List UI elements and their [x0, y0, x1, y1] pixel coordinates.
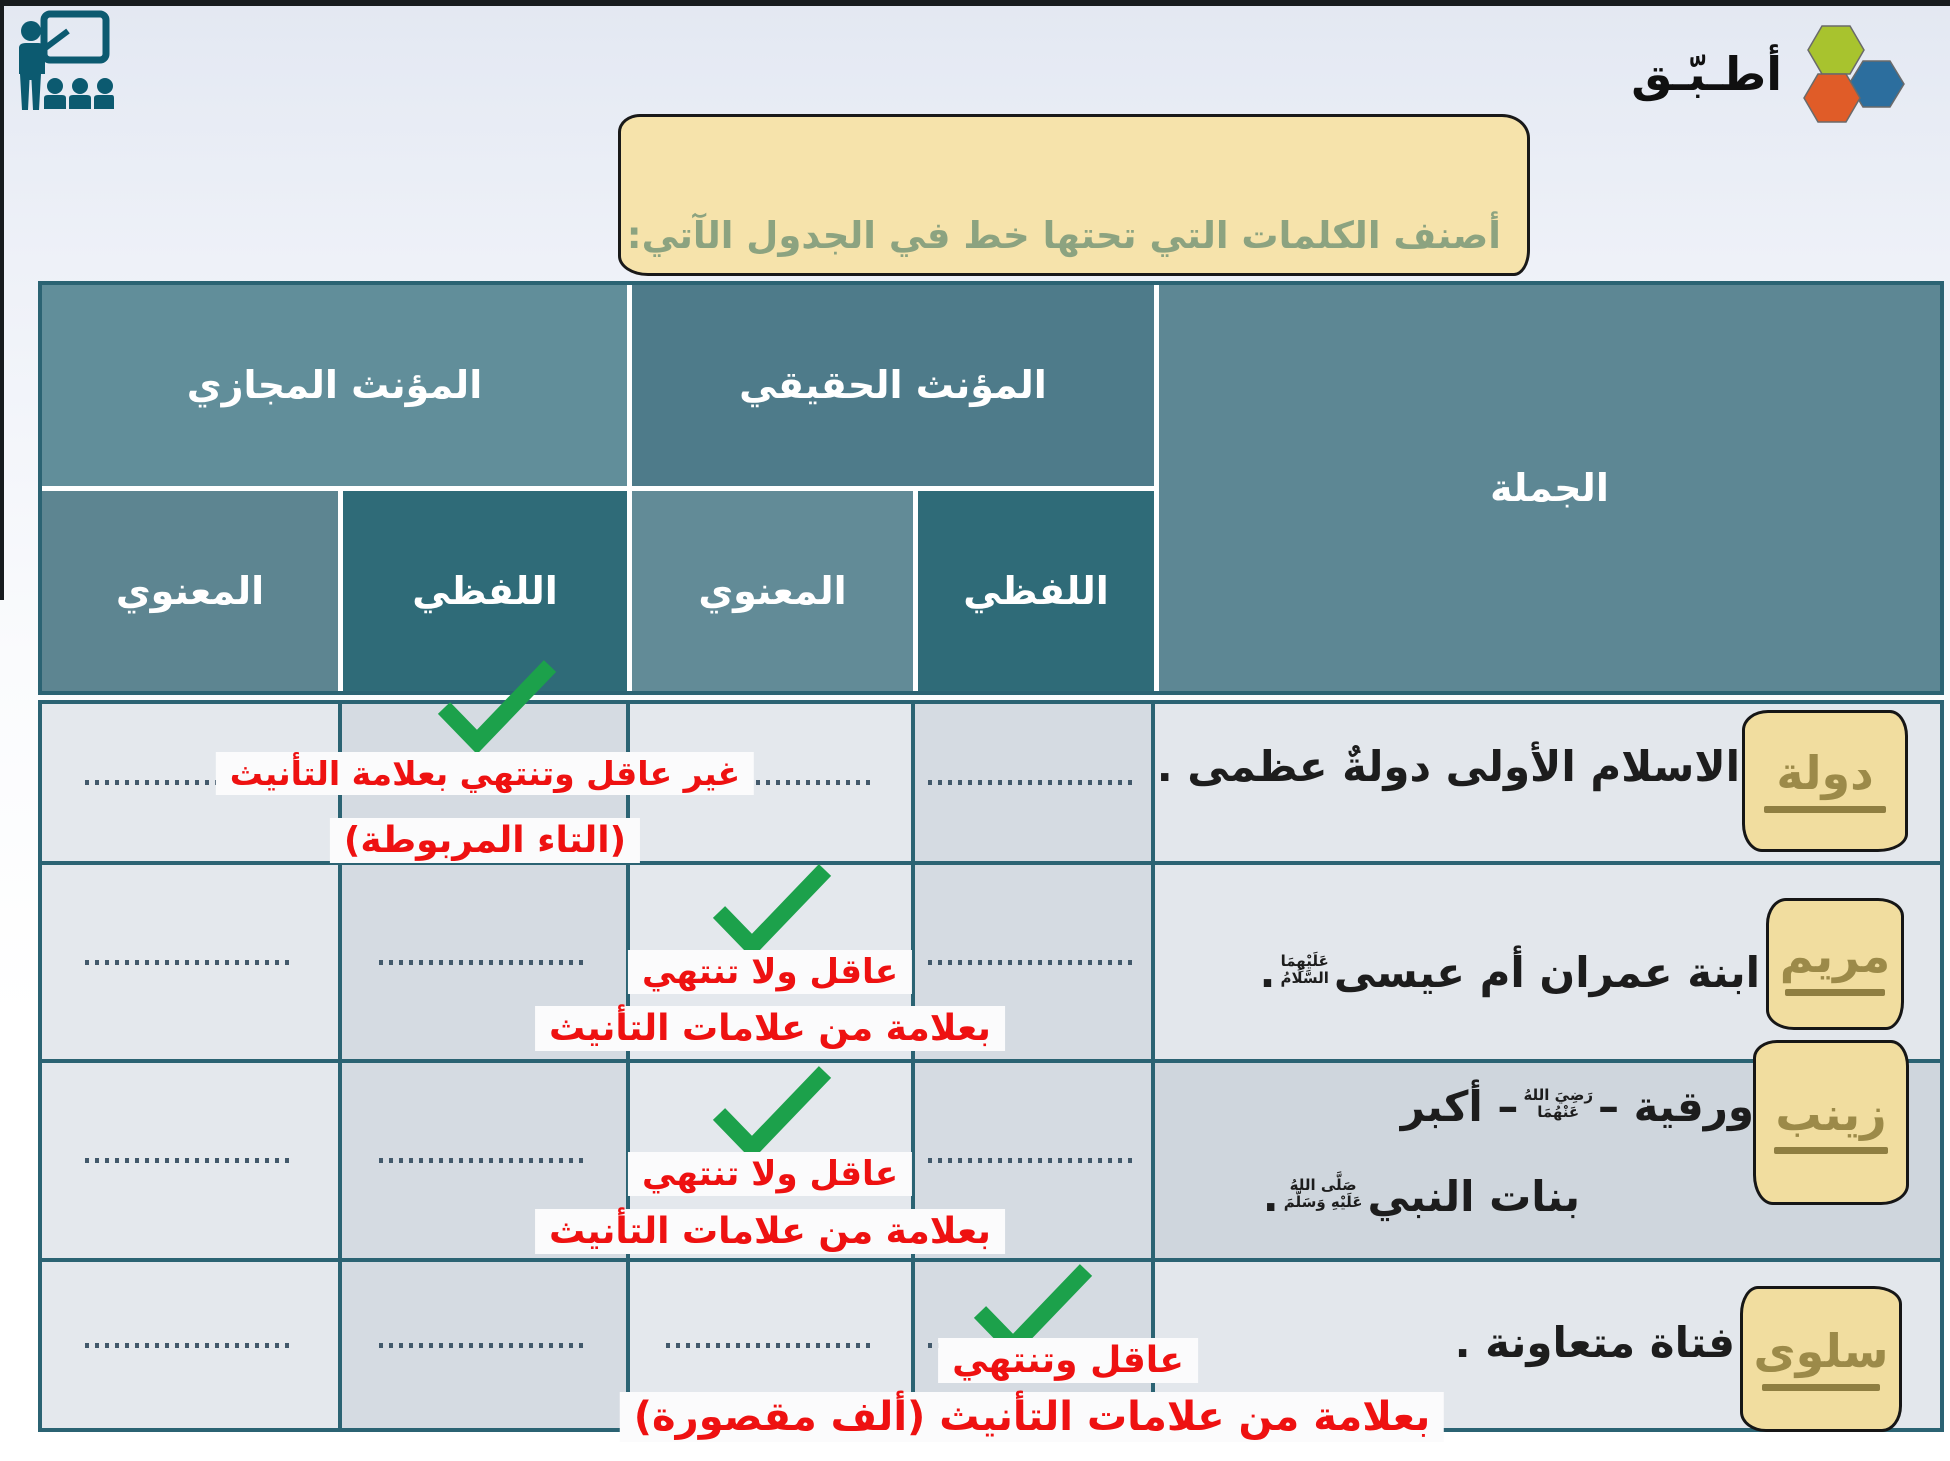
sentence-text: فتاة متعاونة . [1454, 1318, 1735, 1367]
underline-mark [1764, 805, 1886, 813]
teacher-presentation-icon [19, 10, 114, 110]
underlined-word: سلوى [1753, 1323, 1889, 1378]
checkmark-row2-icon [712, 864, 832, 957]
checkmark-row3-icon [712, 1066, 832, 1159]
instruction-text: أصنف الكلمات التي تحتها خط في الجدول الآ… [626, 214, 1501, 257]
hexagon-cluster-icon [1803, 25, 1905, 123]
annotation-row3-line1: عاقل ولا تنتهي [627, 1152, 913, 1196]
answer-dots [928, 959, 1138, 965]
answer-dots [665, 780, 876, 785]
apply-badge: أطـبّـق [1631, 20, 1908, 128]
annotation-row4-line2: بعلامة من علامات التأنيث (ألف مقصورة) [619, 1392, 1445, 1442]
cell-row4-lafzi-majazi[interactable] [342, 1262, 626, 1428]
annotation-row3-line2: بعلامة من علامات التأنيث [535, 1209, 1005, 1254]
sentence-text-end: . [1259, 948, 1276, 997]
header-sentence: الجملة [1159, 285, 1940, 691]
checkmark-row1-icon [437, 660, 557, 753]
underlined-word: مريم [1779, 928, 1891, 983]
annotation-row2-line1: عاقل ولا تنتهي [627, 950, 913, 994]
answer-dots [928, 780, 1138, 785]
header-manawi-majazi: المعنوي [42, 490, 338, 691]
highlighted-word-row3: زينب [1753, 1040, 1909, 1205]
highlighted-word-row2: مريم [1766, 898, 1904, 1030]
underline-mark [1784, 988, 1886, 996]
sentence-text: بنات النبي [1367, 1172, 1580, 1221]
cell-row3-manawi-majazi[interactable] [42, 1063, 338, 1258]
sentence-row4: فتاة متعاونة . [1455, 1318, 1735, 1367]
apply-label: أطـبّـق [1631, 47, 1782, 101]
header-lafzi-haqiqi: اللفظي [918, 490, 1154, 691]
annotation-row4-line1: عاقل وتنتهي [938, 1338, 1198, 1383]
answer-dots [379, 1342, 589, 1348]
cell-row2-manawi-majazi[interactable] [42, 865, 338, 1059]
answer-dots [928, 1158, 1138, 1163]
table-header: المؤنث المجازي المؤنث الحقيقي الجملة الم… [38, 281, 1944, 695]
answer-dots [379, 1158, 589, 1163]
highlighted-word-row4: سلوى [1740, 1286, 1902, 1432]
header-muannath-majazi: المؤنث المجازي [42, 285, 627, 486]
sentence-row3-line1: ورقية – رَضِيَ اللهُ عَنْهُمَا – أكبر [1401, 1082, 1754, 1131]
header-manawi-haqiqi: المعنوي [632, 490, 913, 691]
honorific-radiallahu-anhuma: رَضِيَ اللهُ عَنْهُمَا [1523, 1086, 1593, 1121]
slide-top-edge [0, 0, 1950, 6]
sentence-text: ورقية – [1597, 1082, 1754, 1131]
header-muannath-haqiqi: المؤنث الحقيقي [632, 285, 1154, 486]
underlined-word: زينب [1775, 1087, 1887, 1141]
answer-dots [85, 1342, 295, 1348]
answer-dots [85, 780, 295, 785]
answer-dots [85, 959, 295, 965]
sentence-text: الاسلام الأولى دولةٌ عظمى . [1156, 742, 1740, 791]
sentence-text-end: . [1262, 1172, 1279, 1221]
sentence-row1: الاسلام الأولى دولةٌ عظمى . [1157, 742, 1740, 791]
sentence-row2: ابنة عمران أم عيسى عَلَيْهِمَا السَّلَامُ. [1259, 948, 1760, 997]
honorific-alayhima-assalam: عَلَيْهِمَا السَّلَامُ [1280, 952, 1329, 987]
header-lafzi-majazi: اللفظي [343, 490, 627, 691]
annotation-row2-line2: بعلامة من علامات التأنيث [535, 1006, 1005, 1051]
cell-row1-lafzi-haqiqi[interactable] [915, 704, 1151, 861]
answer-dots [379, 959, 589, 965]
honorific-sallallahu-alayhi-wasallam: صَلَّى اللهُ عَلَيْهِ وَسَلَّمَ [1283, 1176, 1363, 1211]
answer-dots [665, 1342, 876, 1348]
underline-mark [1761, 1383, 1881, 1391]
instruction-box: أصنف الكلمات التي تحتها خط في الجدول الآ… [618, 114, 1530, 276]
answer-dots [85, 1158, 295, 1163]
slide-left-edge [0, 0, 4, 600]
annotation-row1-line2: (التاء المربوطة) [329, 818, 641, 863]
underlined-word: دولة [1776, 745, 1874, 800]
sentence-text-end: – أكبر [1400, 1082, 1519, 1131]
underline-mark [1774, 1147, 1888, 1154]
sentence-text: ابنة عمران أم عيسى [1333, 948, 1760, 997]
sentence-row3-line2: بنات النبي صَلَّى اللهُ عَلَيْهِ وَسَلَّمَ… [1263, 1172, 1580, 1221]
cell-row4-manawi-majazi[interactable] [42, 1262, 338, 1428]
annotation-row1-line1: غير عاقل وتنتهي بعلامة التأنيث [215, 752, 755, 795]
highlighted-word-row1: دولة [1742, 710, 1908, 852]
